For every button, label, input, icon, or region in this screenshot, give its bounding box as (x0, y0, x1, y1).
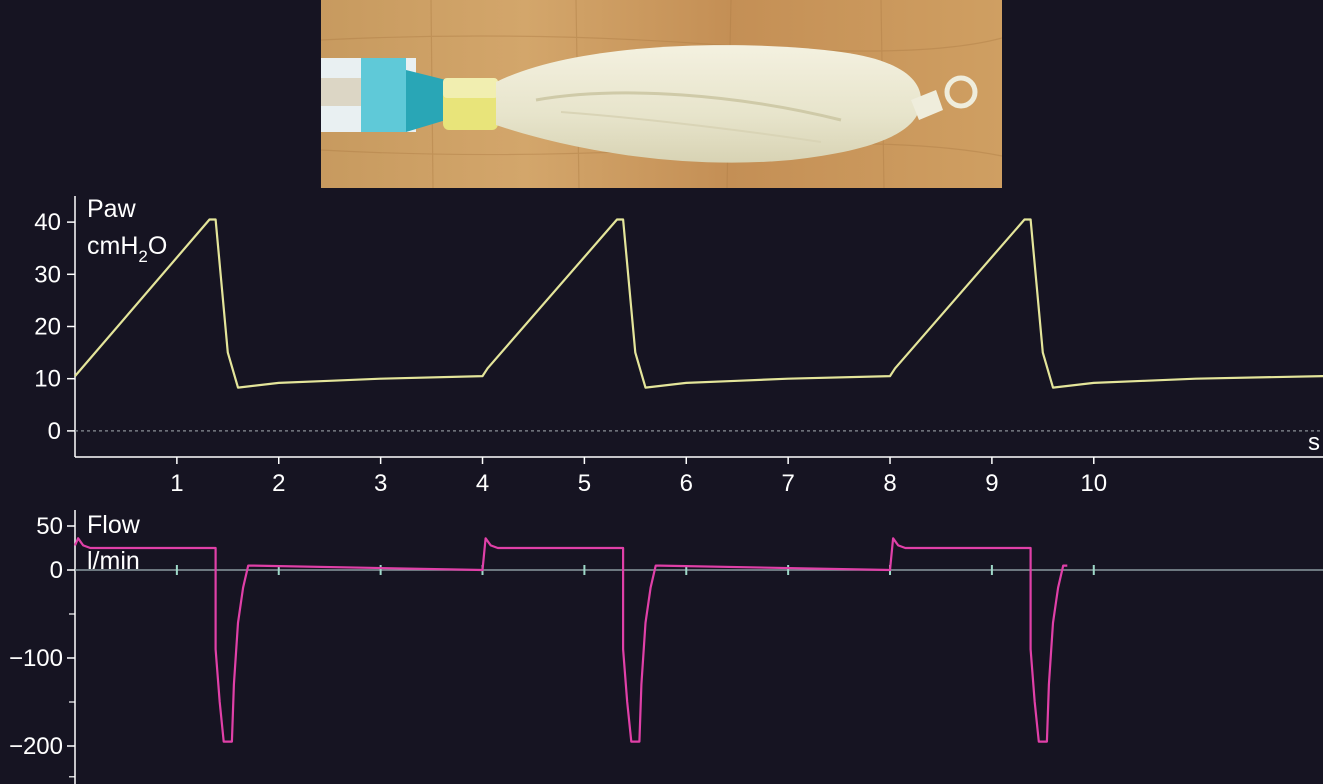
paw-unit: cmH2O (87, 232, 167, 266)
flow-y-tick-label: −100 (9, 645, 63, 672)
paw-series-line (74, 218, 1323, 389)
time-x-tick-label: 10 (1080, 470, 1107, 497)
time-x-tick-label: 5 (578, 470, 591, 497)
time-x-tick-label: 1 (170, 470, 183, 497)
time-x-tick-label: 7 (781, 470, 794, 497)
test-lung-photo (320, 0, 1003, 189)
flow-y-tick-label: −200 (9, 733, 63, 760)
paw-y-tick-label: 0 (48, 418, 61, 445)
flow-y-tick-label: 50 (36, 513, 63, 540)
time-x-tick-label: 3 (374, 470, 387, 497)
time-x-tick-label: 4 (476, 470, 489, 497)
time-unit-label: s (1308, 429, 1320, 456)
flow-series-line (73, 537, 1068, 743)
paw-panel: 0 10 20 30 40 1 2 3 4 5 6 7 8 9 10 Paw cmH2O s (34, 195, 1323, 497)
time-x-tick-label: 2 (272, 470, 285, 497)
time-x-tick-label: 8 (883, 470, 896, 497)
flow-label: Flow (87, 511, 141, 539)
paw-y-tick-label: 30 (34, 261, 61, 288)
time-x-tick-label: 6 (680, 470, 693, 497)
flow-unit: l/min (87, 547, 140, 575)
flow-panel: 50 0 −100 −200 Flow l/min (9, 510, 1323, 784)
test-lung-bag-icon (320, 0, 1003, 189)
paw-y-tick-label: 10 (34, 366, 61, 393)
time-x-tick-label: 9 (985, 470, 998, 497)
paw-label: Paw (87, 195, 137, 223)
flow-y-tick-label: 0 (50, 557, 63, 584)
paw-y-tick-label: 40 (34, 209, 61, 236)
paw-y-tick-label: 20 (34, 314, 61, 341)
